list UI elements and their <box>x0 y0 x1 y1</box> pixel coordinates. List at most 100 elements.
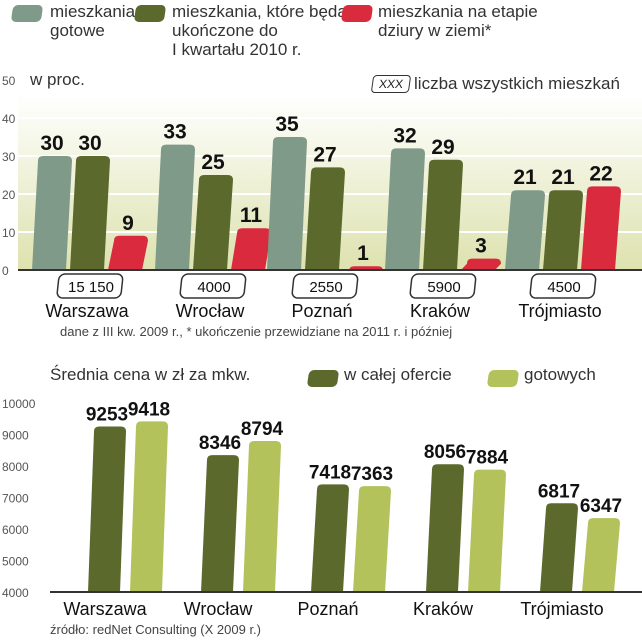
data-label: 9 <box>122 212 134 235</box>
data-label: 30 <box>78 132 101 155</box>
bar-0 <box>385 148 425 270</box>
bar-1 <box>543 190 583 270</box>
bar-1 <box>130 421 168 592</box>
data-label: 11 <box>240 204 263 227</box>
legend-line: I kwartału 2010 r. <box>172 40 302 59</box>
data-label: 8346 <box>199 433 241 454</box>
bar-0 <box>505 190 545 270</box>
category-label: Wrocław <box>176 301 246 321</box>
bar-0 <box>267 137 307 270</box>
data-label: 22 <box>589 162 612 185</box>
category-label: Kraków <box>410 301 471 321</box>
total-label: 4500 <box>547 279 580 296</box>
y-tick-label: 40 <box>2 112 16 126</box>
bar-1 <box>468 469 506 592</box>
legend-line: ukończone do <box>172 21 278 40</box>
legend-label-gotowych: gotowych <box>524 365 596 384</box>
total-box <box>179 273 247 299</box>
total-label: 4000 <box>197 279 230 296</box>
category-label: Poznań <box>291 301 352 321</box>
bar-1 <box>353 486 391 592</box>
y-tick-label: 20 <box>2 188 16 202</box>
bar-1 <box>243 440 281 592</box>
data-label: 9418 <box>128 399 170 420</box>
bar-1 <box>423 159 463 270</box>
note: dane z III kw. 2009 r., * ukończenie prz… <box>60 324 453 339</box>
y-tick-label: 8000 <box>2 460 29 474</box>
y-tick-label: 5000 <box>2 555 29 569</box>
bar-2 <box>231 228 271 270</box>
legend-line: gotowe <box>50 21 105 40</box>
category-label: Warszawa <box>63 599 147 619</box>
data-label: 7363 <box>351 464 393 485</box>
data-label: 27 <box>313 143 336 166</box>
bar-0 <box>540 503 578 592</box>
y-tick-label: 10000 <box>2 397 36 411</box>
source: źródło: redNet Consulting (X 2009 r.) <box>50 622 261 637</box>
legend-line: mieszkania, które będą <box>172 2 347 21</box>
data-label: 9253 <box>86 405 128 426</box>
category-label: Wrocław <box>184 599 254 619</box>
legend-line: mieszkania na etapie <box>378 2 538 21</box>
legend-label-ukonczone: mieszkania, które będą ukończone do I kwar… <box>172 2 347 59</box>
category-label: Trójmiasto <box>520 599 603 619</box>
data-label: 8056 <box>424 442 466 463</box>
y-tick-label: 6000 <box>2 523 29 537</box>
bar-0 <box>155 144 195 270</box>
bar-0 <box>426 464 464 592</box>
bar-1 <box>193 175 233 270</box>
data-label: 33 <box>163 121 186 144</box>
category-label: Warszawa <box>45 301 129 321</box>
bar-0 <box>32 156 72 270</box>
legend-label-gotowe: mieszkania gotowe <box>50 2 135 40</box>
data-label: 6817 <box>538 481 580 502</box>
y-tick-label: 50 <box>2 74 16 88</box>
total-label: 5900 <box>427 279 460 296</box>
data-label: 6347 <box>580 496 622 517</box>
legend-line: dziury w ziemi* <box>378 21 492 40</box>
bar-2 <box>581 186 621 270</box>
y-tick-label: 7000 <box>2 492 29 506</box>
total-box <box>529 273 597 299</box>
data-label: 21 <box>513 166 537 189</box>
bottom-title: Średnia cena w zł za mkw. <box>50 365 251 384</box>
data-label: 29 <box>431 136 454 159</box>
bar-2 <box>461 258 501 270</box>
y-tick-label: 4000 <box>2 586 29 600</box>
unit-label: w proc. <box>30 70 85 89</box>
bar-0 <box>88 426 126 592</box>
data-label: 25 <box>201 151 225 174</box>
data-label: 32 <box>393 124 416 147</box>
y-tick-label: 0 <box>2 264 9 278</box>
total-box <box>409 273 477 299</box>
bar-1 <box>305 167 345 270</box>
data-label: 1 <box>357 242 369 265</box>
data-label: 7418 <box>309 462 351 483</box>
data-label: 3 <box>475 235 487 258</box>
total-label: 15 150 <box>68 279 114 296</box>
category-label: Poznań <box>297 599 358 619</box>
chart-top: 0 10 20 30 40 50 30 30 9 15 150 Warszawa 33 25 11 4000… <box>2 74 642 321</box>
data-label: 35 <box>275 113 299 136</box>
total-label: 2550 <box>309 279 342 296</box>
y-tick-label: 30 <box>2 150 16 164</box>
data-label: 7884 <box>466 448 509 469</box>
bar-0 <box>311 484 349 592</box>
total-box <box>291 273 359 299</box>
box-legend-label: liczba wszystkich mieszkań <box>414 74 620 93</box>
total-box <box>56 273 124 299</box>
bar-0 <box>201 455 239 592</box>
bar-2 <box>108 235 148 270</box>
data-label: 8794 <box>241 419 284 440</box>
legend-label-cala-oferta: w całej ofercie <box>344 365 452 384</box>
category-label: Trójmiasto <box>518 301 601 321</box>
y-tick-label: 10 <box>2 226 16 240</box>
bar-1 <box>582 518 620 592</box>
legend-label-dziury: mieszkania na etapie dziury w ziemi* <box>378 2 538 40</box>
data-label: 21 <box>551 166 575 189</box>
y-tick-label: 9000 <box>2 429 29 443</box>
data-label: 30 <box>40 132 63 155</box>
bar-1 <box>70 156 110 270</box>
legend-line: mieszkania <box>50 2 136 21</box>
